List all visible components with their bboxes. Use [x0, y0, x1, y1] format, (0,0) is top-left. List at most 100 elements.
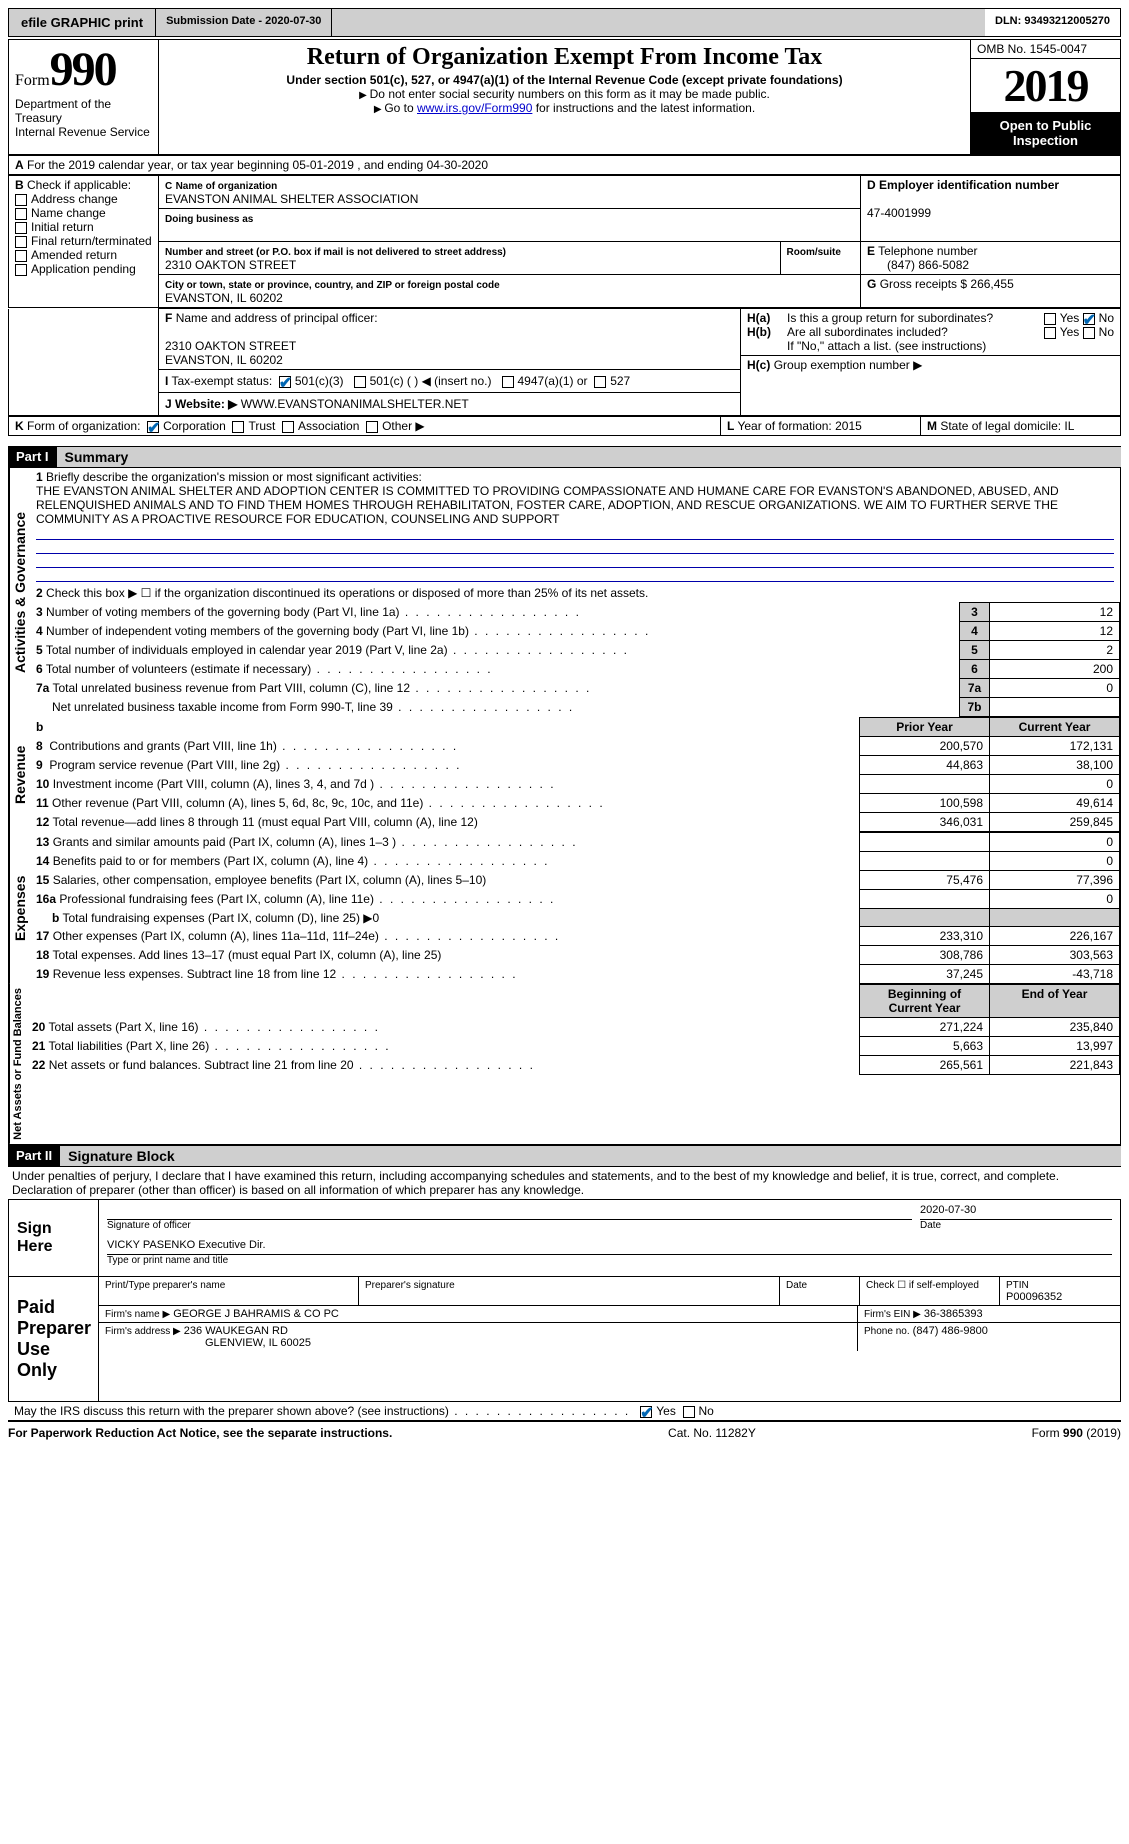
- l15-curr: 77,396: [990, 871, 1120, 890]
- initial-return-checkbox[interactable]: [15, 222, 27, 234]
- l21-boy: 5,663: [860, 1037, 990, 1056]
- form-title: Return of Organization Exempt From Incom…: [165, 44, 964, 71]
- corp-checkbox[interactable]: [147, 421, 159, 433]
- klm-row: K Form of organization: Corporation Trus…: [8, 416, 1121, 436]
- l4-val: 12: [990, 622, 1120, 641]
- addr-change-checkbox[interactable]: [15, 194, 27, 206]
- l17-prior: 233,310: [860, 927, 990, 946]
- l12-prior: 346,031: [860, 813, 990, 832]
- l17-curr: 226,167: [990, 927, 1120, 946]
- l22-boy: 265,561: [860, 1056, 990, 1075]
- open-inspection: Open to PublicInspection: [971, 112, 1120, 154]
- l10-curr: 0: [990, 775, 1120, 794]
- efile-print-button[interactable]: efile GRAPHIC print: [9, 9, 156, 36]
- dln: DLN: 93493212005270: [985, 9, 1120, 36]
- l21-eoy: 13,997: [990, 1037, 1120, 1056]
- l11-curr: 49,614: [990, 794, 1120, 813]
- ein: 47-4001999: [867, 206, 931, 220]
- firm-name: GEORGE J BAHRAMIS & CO PC: [173, 1308, 339, 1320]
- l7a-val: 0: [990, 679, 1120, 698]
- l9-prior: 44,863: [860, 756, 990, 775]
- officer-city: EVANSTON, IL 60202: [165, 353, 283, 367]
- firm-addr1: 236 WAUKEGAN RD: [184, 1325, 288, 1337]
- l10-prior: [860, 775, 990, 794]
- ssn-note: Do not enter social security numbers on …: [165, 87, 964, 101]
- officer-block: F Name and address of principal officer:…: [8, 308, 1121, 416]
- discuss-no-checkbox[interactable]: [683, 1406, 695, 1418]
- officer-street: 2310 OAKTON STREET: [165, 339, 296, 353]
- l11-prior: 100,598: [860, 794, 990, 813]
- l3-val: 12: [990, 603, 1120, 622]
- trust-checkbox[interactable]: [232, 421, 244, 433]
- l16a-prior: [860, 890, 990, 909]
- mission: THE EVANSTON ANIMAL SHELTER AND ADOPTION…: [36, 484, 1059, 526]
- tax-year: 2019: [971, 59, 1120, 112]
- l9-curr: 38,100: [990, 756, 1120, 775]
- submission-date: Submission Date - 2020-07-30: [156, 9, 332, 36]
- perjury-declaration: Under penalties of perjury, I declare th…: [8, 1167, 1121, 1199]
- l13-prior: [860, 833, 990, 852]
- l6-val: 200: [990, 660, 1120, 679]
- top-bar: efile GRAPHIC print Submission Date - 20…: [8, 8, 1121, 37]
- l13-curr: 0: [990, 833, 1120, 852]
- hb-yes-checkbox[interactable]: [1044, 327, 1056, 339]
- l19-prior: 37,245: [860, 965, 990, 984]
- identity-block: B Check if applicable: Address change Na…: [8, 175, 1121, 308]
- sig-date: 2020-07-30: [920, 1204, 1112, 1220]
- other-checkbox[interactable]: [366, 421, 378, 433]
- part2-header: Part II Signature Block: [8, 1145, 1121, 1167]
- amended-return-checkbox[interactable]: [15, 250, 27, 262]
- 4947-checkbox[interactable]: [502, 376, 514, 388]
- l18-curr: 303,563: [990, 946, 1120, 965]
- l8-prior: 200,570: [860, 737, 990, 756]
- l5-val: 2: [990, 641, 1120, 660]
- street: 2310 OAKTON STREET: [165, 258, 296, 272]
- page-footer: For Paperwork Reduction Act Notice, see …: [8, 1420, 1121, 1444]
- l8-curr: 172,131: [990, 737, 1120, 756]
- ptin: P00096352: [1006, 1291, 1062, 1303]
- vlabel-revenue: Revenue: [9, 717, 30, 832]
- vlabel-netassets: Net Assets or Fund Balances: [9, 984, 26, 1144]
- dept-treasury: Department of the Treasury Internal Reve…: [15, 97, 152, 139]
- omb-number: OMB No. 1545-0047: [971, 40, 1121, 59]
- final-return-checkbox[interactable]: [15, 236, 27, 248]
- l15-prior: 75,476: [860, 871, 990, 890]
- officer-name: VICKY PASENKO Executive Dir.: [107, 1239, 1112, 1255]
- 501c3-checkbox[interactable]: [279, 376, 291, 388]
- firm-ein: 36-3865393: [924, 1308, 983, 1320]
- app-pending-checkbox[interactable]: [15, 264, 27, 276]
- irs-link[interactable]: www.irs.gov/Form990: [417, 101, 532, 115]
- l22-eoy: 221,843: [990, 1056, 1120, 1075]
- assoc-checkbox[interactable]: [282, 421, 294, 433]
- l18-prior: 308,786: [860, 946, 990, 965]
- 527-checkbox[interactable]: [594, 376, 606, 388]
- l19-curr: -43,718: [990, 965, 1120, 984]
- l16a-curr: 0: [990, 890, 1120, 909]
- vlabel-expenses: Expenses: [9, 832, 30, 984]
- goto-note: Go to www.irs.gov/Form990 for instructio…: [165, 101, 964, 115]
- l14-prior: [860, 852, 990, 871]
- l7b-val: [990, 698, 1120, 717]
- line-a: A For the 2019 calendar year, or tax yea…: [9, 156, 1121, 175]
- org-name: EVANSTON ANIMAL SHELTER ASSOCIATION: [165, 192, 418, 206]
- firm-addr2: GLENVIEW, IL 60025: [105, 1337, 311, 1349]
- form-subtitle: Under section 501(c), 527, or 4947(a)(1)…: [165, 73, 964, 87]
- name-change-checkbox[interactable]: [15, 208, 27, 220]
- form-header: Form990 Department of the Treasury Inter…: [8, 39, 1121, 155]
- discuss-yes-checkbox[interactable]: [640, 1406, 652, 1418]
- ha-no-checkbox[interactable]: [1083, 313, 1095, 325]
- part1-header: Part I Summary: [8, 446, 1121, 468]
- 501c-checkbox[interactable]: [354, 376, 366, 388]
- city: EVANSTON, IL 60202: [165, 291, 283, 305]
- vlabel-governance: Activities & Governance: [9, 468, 30, 717]
- ha-yes-checkbox[interactable]: [1044, 313, 1056, 325]
- officer-signature-line[interactable]: [107, 1204, 912, 1220]
- l20-eoy: 235,840: [990, 1018, 1120, 1037]
- hb-no-checkbox[interactable]: [1083, 327, 1095, 339]
- form-990-logo: Form990: [15, 42, 152, 97]
- firm-phone: (847) 486-9800: [913, 1325, 988, 1337]
- phone: (847) 866-5082: [867, 258, 969, 272]
- l12-curr: 259,845: [990, 813, 1120, 832]
- sign-here-block: Sign Here Signature of officer 2020-07-3…: [8, 1199, 1121, 1277]
- l20-boy: 271,224: [860, 1018, 990, 1037]
